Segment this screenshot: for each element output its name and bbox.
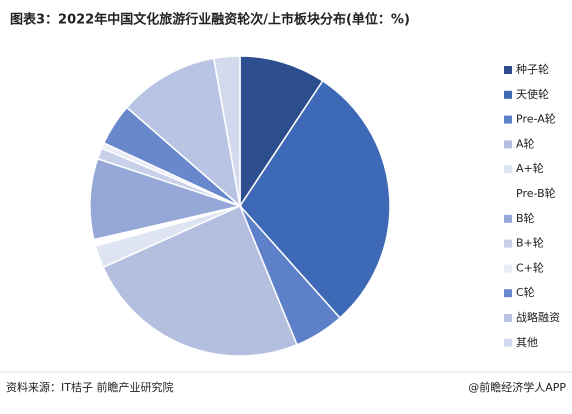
legend-label: B+轮 [516, 236, 544, 250]
source: 资料来源：IT桔子 前瞻产业研究院 [6, 380, 173, 394]
legend-label: A+轮 [516, 161, 544, 175]
pie-slice [212, 55, 241, 207]
legend-label: C+轮 [516, 260, 544, 274]
legend-swatch [504, 190, 512, 198]
legend-swatch [504, 140, 512, 149]
legend-label: C轮 [516, 285, 535, 299]
legend-swatch [504, 115, 512, 124]
legend-swatch [504, 66, 512, 74]
legend-swatch [504, 289, 512, 298]
legend-label: A轮 [516, 136, 535, 150]
legend-label: 天使轮 [516, 87, 549, 101]
legend-label: B轮 [516, 211, 535, 225]
legend-label: 战略融资 [516, 310, 560, 324]
pie-slice [102, 204, 298, 357]
pie-slice [89, 157, 243, 241]
legend-swatch [504, 314, 512, 322]
legend-swatch [504, 165, 512, 174]
brand: @前瞻经济学人APP [468, 380, 566, 394]
legend-label: Pre-A轮 [516, 112, 556, 126]
legend-swatch [504, 90, 512, 99]
legend-label: 种子轮 [516, 62, 549, 76]
legend-swatch [504, 214, 512, 223]
chart-title: 图表3：2022年中国文化旅游行业融资轮次/上市板块分布(单位：%) [10, 12, 410, 28]
pie-slice [239, 55, 324, 209]
legend-label: Pre-B轮 [516, 186, 556, 200]
pie-slice [125, 57, 242, 208]
pie-slice [239, 79, 391, 319]
legend-swatch [504, 264, 512, 273]
legend-label: 其他 [516, 336, 538, 349]
legend-swatch [504, 239, 512, 248]
legend-swatch [504, 338, 512, 347]
